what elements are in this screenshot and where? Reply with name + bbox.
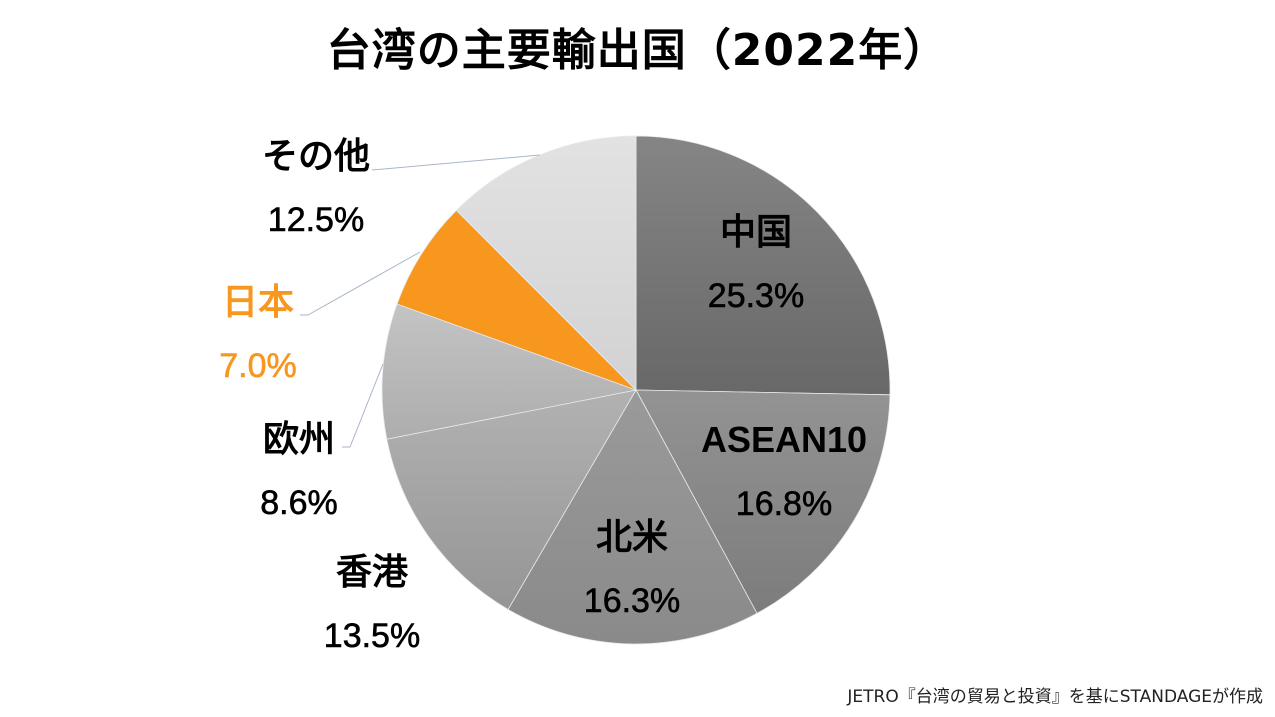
leader-line-japan (300, 251, 421, 316)
leader-lines (300, 154, 541, 448)
slice-label-europe: 欧州 8.6% (240, 417, 358, 525)
slice-label-asean: ASEAN10 16.8% (688, 418, 880, 526)
pie-slice-4 (381, 303, 638, 440)
slice-label-japan: 日本 7.0% (196, 280, 320, 388)
pie-slices (381, 135, 891, 645)
slice-name: 欧州 (262, 418, 335, 459)
slice-name: ASEAN10 (700, 419, 868, 460)
slice-name: 日本 (221, 281, 294, 322)
slice-name: その他 (261, 135, 370, 176)
slice-value: 16.8% (735, 485, 833, 524)
slice-label-hong-kong: 香港 13.5% (306, 550, 438, 658)
slice-name: 中国 (719, 211, 792, 252)
slice-label-north-america: 北米 16.3% (568, 515, 696, 623)
source-note: JETRO『台湾の貿易と投資』を基にSTANDAGEが作成 (847, 687, 1263, 707)
slice-label-china: 中国 25.3% (690, 210, 822, 318)
pie-slice-3 (386, 389, 637, 610)
chart-title: 台湾の主要輸出国（2022年） (326, 25, 949, 76)
pie-slice-1 (635, 389, 891, 614)
leader-line-europe (342, 363, 384, 448)
slice-value: 25.3% (707, 277, 805, 316)
pie-slice-5 (396, 209, 637, 391)
slice-value: 13.5% (323, 617, 421, 656)
slice-value: 16.3% (583, 582, 681, 621)
leader-line-other (371, 154, 541, 171)
slice-label-other: その他 12.5% (246, 134, 386, 242)
slice-value: 12.5% (267, 201, 365, 240)
pie-slice-0 (635, 135, 891, 396)
slice-name: 北米 (595, 516, 668, 557)
slice-name: 香港 (335, 551, 408, 592)
pie-slice-2 (507, 389, 758, 645)
slice-value: 8.6% (260, 484, 338, 523)
slice-value: 7.0% (219, 347, 297, 386)
